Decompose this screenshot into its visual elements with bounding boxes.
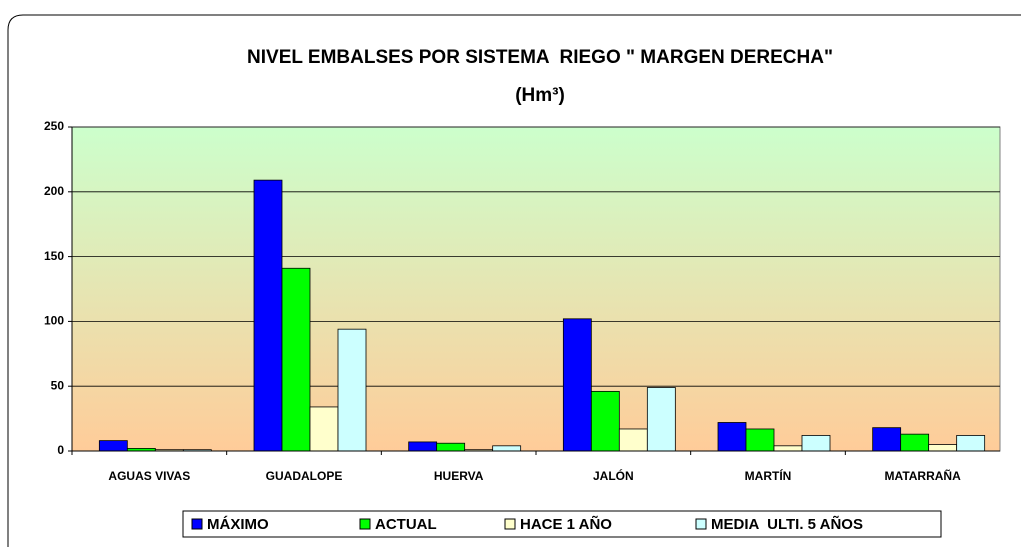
- legend-label: MEDIA ULTI. 5 AÑOS: [711, 515, 863, 533]
- x-tick-label: AGUAS VIVAS: [108, 469, 190, 483]
- legend-swatch: [191, 518, 203, 530]
- bar: [98, 440, 128, 452]
- chart-border: [7, 14, 1021, 547]
- bar: [872, 427, 902, 452]
- bar: [745, 428, 775, 452]
- bar: [408, 441, 438, 452]
- y-tick-label: 150: [44, 249, 64, 263]
- bar: [618, 428, 648, 452]
- bar: [562, 318, 592, 452]
- bar: [253, 179, 283, 452]
- bar: [646, 387, 676, 452]
- legend-label: MÁXIMO: [207, 516, 269, 533]
- legend-label: HACE 1 AÑO: [520, 515, 612, 533]
- legend-label: ACTUAL: [375, 516, 437, 533]
- y-tick-label: 0: [57, 443, 64, 457]
- bar: [337, 328, 367, 452]
- y-tick-label: 100: [44, 314, 64, 328]
- bar: [928, 444, 958, 452]
- plot-area: [71, 126, 1001, 452]
- legend-swatch: [359, 518, 371, 530]
- legend-swatch: [695, 518, 707, 530]
- bar: [717, 422, 747, 452]
- x-tick-label: MARTÍN: [745, 468, 792, 483]
- y-tick-label: 50: [51, 378, 65, 392]
- bar: [492, 445, 522, 452]
- legend: [182, 510, 942, 538]
- x-tick-label: GUADALOPE: [266, 469, 343, 483]
- bar: [281, 267, 311, 452]
- bar: [900, 433, 930, 452]
- legend-swatch: [504, 518, 516, 530]
- x-tick-label: MATARRAÑA: [885, 468, 962, 483]
- chart-title: NIVEL EMBALSES POR SISTEMA RIEGO " MARGE…: [247, 47, 833, 68]
- bar: [436, 442, 466, 452]
- x-tick-label: JALÓN: [593, 468, 634, 483]
- y-tick-label: 200: [44, 184, 64, 198]
- chart-subtitle: (Hm³): [515, 85, 565, 106]
- y-tick-label: 250: [44, 119, 64, 133]
- bar: [773, 445, 803, 452]
- bar: [801, 435, 831, 452]
- bar: [590, 390, 620, 452]
- bar: [956, 435, 986, 452]
- x-tick-label: HUERVA: [434, 469, 484, 483]
- bar: [309, 406, 339, 452]
